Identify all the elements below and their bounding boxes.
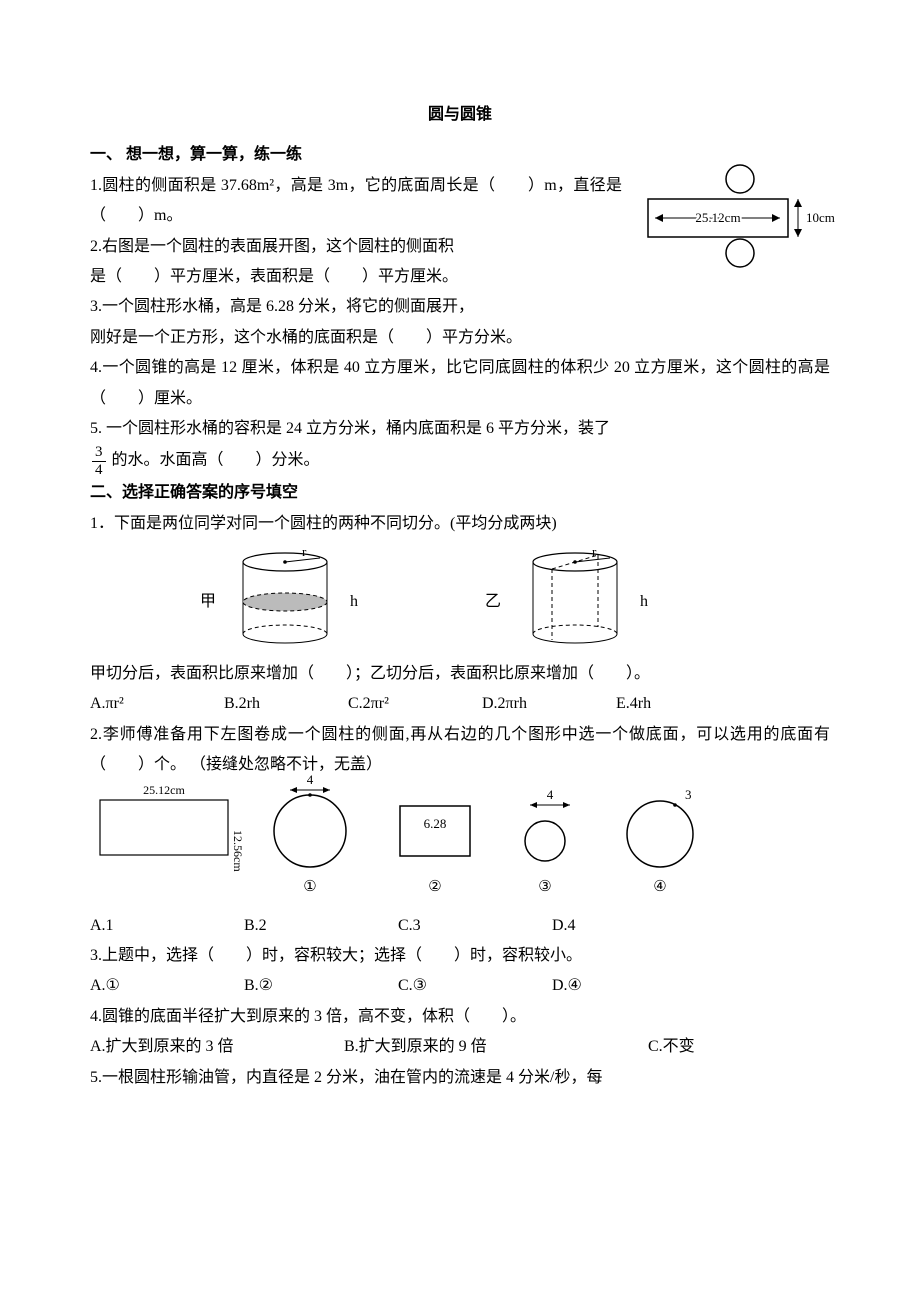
svg-text:3: 3 <box>685 787 692 802</box>
s2-q1-options: A.πr² B.2rh C.2πr² D.2πrh E.4rh <box>90 689 830 719</box>
svg-text:甲: 甲 <box>200 593 216 610</box>
svg-text:r: r <box>302 544 307 559</box>
s2-q3: 3.上题中，选择（ ）时，容积较大；选择（ ）时，容积较小。 <box>90 941 830 971</box>
svg-text:4: 4 <box>547 787 554 802</box>
s2-q4: 4.圆锥的底面半径扩大到原来的 3 倍，高不变，体积（ ）。 <box>90 1002 830 1032</box>
s1-q3b: 刚好是一个正方形，这个水桶的底面积是（ ）平方分米。 <box>90 323 830 353</box>
s1-q3a: 3.一个圆柱形水桶，高是 6.28 分米，将它的侧面展开， <box>90 292 830 322</box>
svg-text:12.56cm: 12.56cm <box>231 830 245 872</box>
cylinder-split-figures: 甲 r h 乙 r h <box>90 544 830 654</box>
svg-text:③: ③ <box>538 879 551 895</box>
s1-q5b: 3 4 的水。水面高（ ）分米。 <box>90 444 830 478</box>
s1-q4: 4.一个圆锥的高是 12 厘米，体积是 40 立方厘米，比它同底圆柱的体积少 2… <box>90 353 830 414</box>
svg-text:②: ② <box>428 879 441 895</box>
cylinder-net-diagram: 25.12cm 25.12cm 10cm <box>630 163 830 283</box>
svg-text:6.28: 6.28 <box>424 816 447 831</box>
svg-text:①: ① <box>303 879 316 895</box>
s2-q2-options: A.1 B.2 C.3 D.4 <box>90 911 830 941</box>
s2-q5: 5.一根圆柱形输油管，内直径是 2 分米，油在管内的流速是 4 分米/秒，每 <box>90 1063 830 1093</box>
svg-text:25.12cm: 25.12cm <box>695 210 740 225</box>
svg-text:4: 4 <box>307 772 314 787</box>
svg-text:乙: 乙 <box>485 593 501 610</box>
q2-shapes-row: 25.12cm 12.56cm 4 ① 6.28 ② 4 ③ <box>90 786 830 906</box>
fraction-3-4: 3 4 <box>92 444 106 478</box>
s2-q4-options: A.扩大到原来的 3 倍 B.扩大到原来的 9 倍 C.不变 <box>90 1032 830 1062</box>
svg-text:h: h <box>640 593 648 610</box>
svg-text:h: h <box>350 593 358 610</box>
s2-q2: 2.李师傅准备用下左图卷成一个圆柱的侧面,再从右边的几个图形中选一个做底面，可以… <box>90 720 830 781</box>
s2-q1-after: 甲切分后，表面积比原来增加（ ）；乙切分后，表面积比原来增加（ ）。 <box>90 659 830 689</box>
s1-q5a: 5. 一个圆柱形水桶的容积是 24 立方分米，桶内底面积是 6 平方分米，装了 <box>90 414 830 444</box>
section-2-header: 二、选择正确答案的序号填空 <box>90 478 830 508</box>
svg-text:25.12cm: 25.12cm <box>143 783 185 797</box>
s2-q1: 1．下面是两位同学对同一个圆柱的两种不同切分。(平均分成两块) <box>90 509 830 539</box>
s2-q3-options: A.① B.② C.③ D.④ <box>90 971 830 1001</box>
document-title: 圆与圆锥 <box>90 100 830 130</box>
svg-text:④: ④ <box>653 879 666 895</box>
svg-text:10cm: 10cm <box>806 210 835 225</box>
